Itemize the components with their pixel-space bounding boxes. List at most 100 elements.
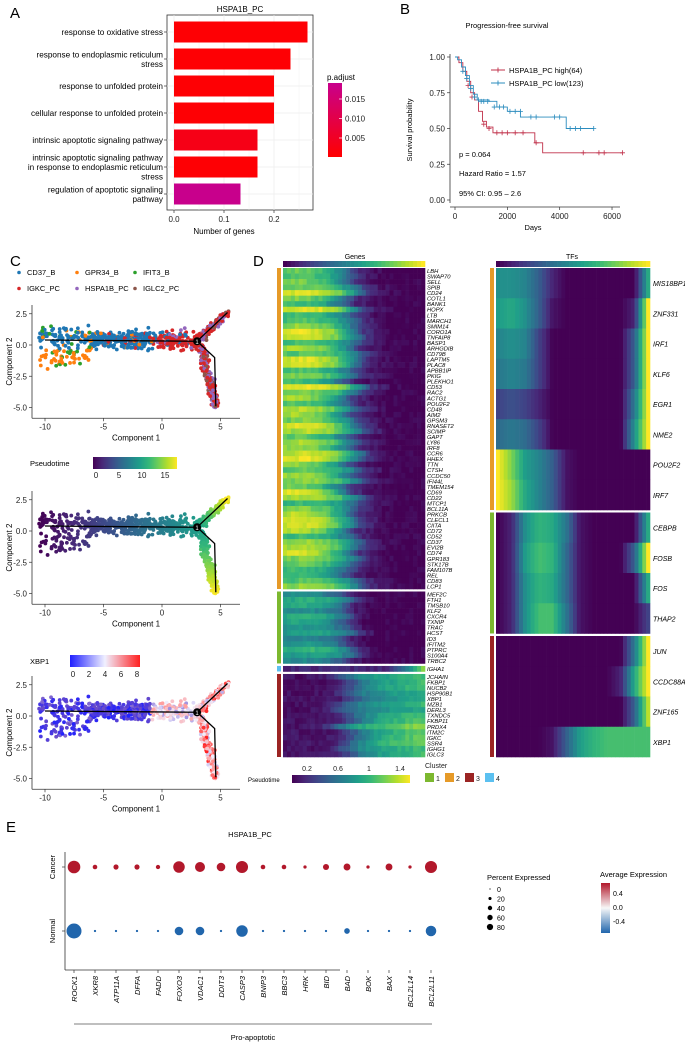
cell-point [67, 346, 71, 350]
heatmap-cell [385, 500, 390, 507]
panel-b-survival: Progression-free survival Survival proba… [405, 21, 625, 232]
heatmap-cell [326, 400, 331, 407]
heatmap-cell [373, 511, 378, 518]
cell-point [45, 367, 50, 371]
heatmap-cell [322, 522, 327, 529]
y-tick-label: 1.00 [429, 53, 445, 62]
heatmap-cell [286, 373, 292, 379]
padjust-colorbar [328, 83, 342, 157]
heatmap-cell [346, 362, 351, 368]
heatmap-cell [405, 550, 410, 557]
cell-point [75, 720, 80, 725]
heatmap-cell [298, 317, 304, 324]
cell-point [192, 344, 197, 348]
heatmap-cell [417, 395, 422, 402]
heatmap-cell [322, 517, 327, 523]
heatmap-cell [389, 445, 394, 451]
heatmap-cell [401, 268, 406, 274]
heatmap-cell [409, 362, 414, 368]
heatmap-cell [389, 406, 394, 413]
heatmap-cell [377, 544, 382, 551]
heatmap-cell [283, 295, 288, 302]
heatmap-cell [334, 483, 339, 490]
heatmap-cell [421, 434, 426, 440]
heatmap-cell [302, 439, 307, 446]
cell-point [207, 571, 212, 576]
heatmap-cell [421, 450, 426, 457]
heatmap-cell [369, 273, 375, 280]
heatmap-cell [302, 378, 307, 385]
heatmap-cell [283, 417, 288, 424]
heatmap-cell [322, 500, 327, 507]
heatmap-cell [314, 533, 319, 540]
pseudotime-bar-cell [385, 261, 390, 267]
censor-mark [464, 75, 470, 81]
cell-point [216, 695, 221, 700]
heatmap-cell [405, 362, 410, 368]
cell-point [205, 561, 210, 566]
heatmap-cell [413, 478, 418, 485]
heatmap-cell [338, 422, 343, 429]
heatmap-cell [373, 517, 378, 523]
heatmap-cell [397, 456, 402, 463]
heatmap-cell [322, 494, 327, 501]
heatmap-cell [338, 472, 343, 479]
heatmap-cell [283, 334, 288, 341]
censor-mark [520, 130, 526, 136]
heatmap-cell [417, 539, 422, 546]
heatmap-cell [381, 373, 386, 379]
heatmap-cell [377, 306, 382, 313]
cell-point [71, 722, 76, 726]
heatmap-cell [365, 273, 371, 280]
cell-point [54, 352, 59, 357]
heatmap-cell [409, 461, 414, 468]
heatmap-cell [389, 268, 394, 274]
heatmap-cell [334, 345, 339, 352]
heatmap-cell [302, 295, 307, 302]
heatmap-cell [322, 505, 327, 512]
heatmap-cell [354, 328, 359, 335]
heatmap-cell [421, 544, 426, 551]
heatmap-cell [413, 356, 418, 363]
heatmap-cell [326, 268, 331, 274]
heatmap-cell [290, 373, 296, 379]
heatmap-cell [286, 406, 292, 413]
heatmap-cell [389, 378, 394, 385]
heatmap-cell [417, 500, 422, 507]
heatmap-cell [310, 533, 315, 540]
cell-point [208, 765, 213, 770]
heatmap-cell [298, 389, 304, 396]
heatmap-cell [409, 511, 414, 518]
heatmap-cell [389, 367, 394, 374]
heatmap-cell [357, 555, 363, 562]
heatmap-cell [342, 539, 347, 546]
heatmap-cell [421, 555, 426, 562]
heatmap-cell [306, 445, 311, 451]
heatmap-cell [330, 279, 335, 285]
pseudotime-bar-cell [397, 261, 402, 267]
heatmap-cell [338, 351, 343, 357]
heatmap-cell [346, 483, 351, 490]
heatmap-cell [286, 517, 292, 523]
heatmap-cell [286, 539, 292, 546]
cell-point [198, 519, 202, 524]
heatmap-cell [350, 400, 355, 407]
heatmap-cell [354, 445, 359, 451]
heatmap-cell [393, 279, 398, 285]
heatmap-cell [283, 489, 288, 496]
heatmap-cell [421, 472, 426, 479]
heatmap-cell [389, 312, 394, 319]
heatmap-cell [417, 528, 422, 534]
heatmap-cell [369, 367, 375, 374]
heatmap-cell [357, 467, 363, 474]
heatmap-cell [326, 428, 331, 435]
heatmap-cell [298, 328, 304, 335]
heatmap-cell [298, 295, 304, 302]
cell-point [146, 348, 150, 353]
heatmap-cell [294, 439, 300, 446]
heatmap-row [283, 550, 426, 557]
heatmap-cell [405, 301, 410, 308]
heatmap-cell [290, 461, 296, 468]
heatmap-cell [298, 306, 304, 313]
heatmap-cell [350, 428, 355, 435]
